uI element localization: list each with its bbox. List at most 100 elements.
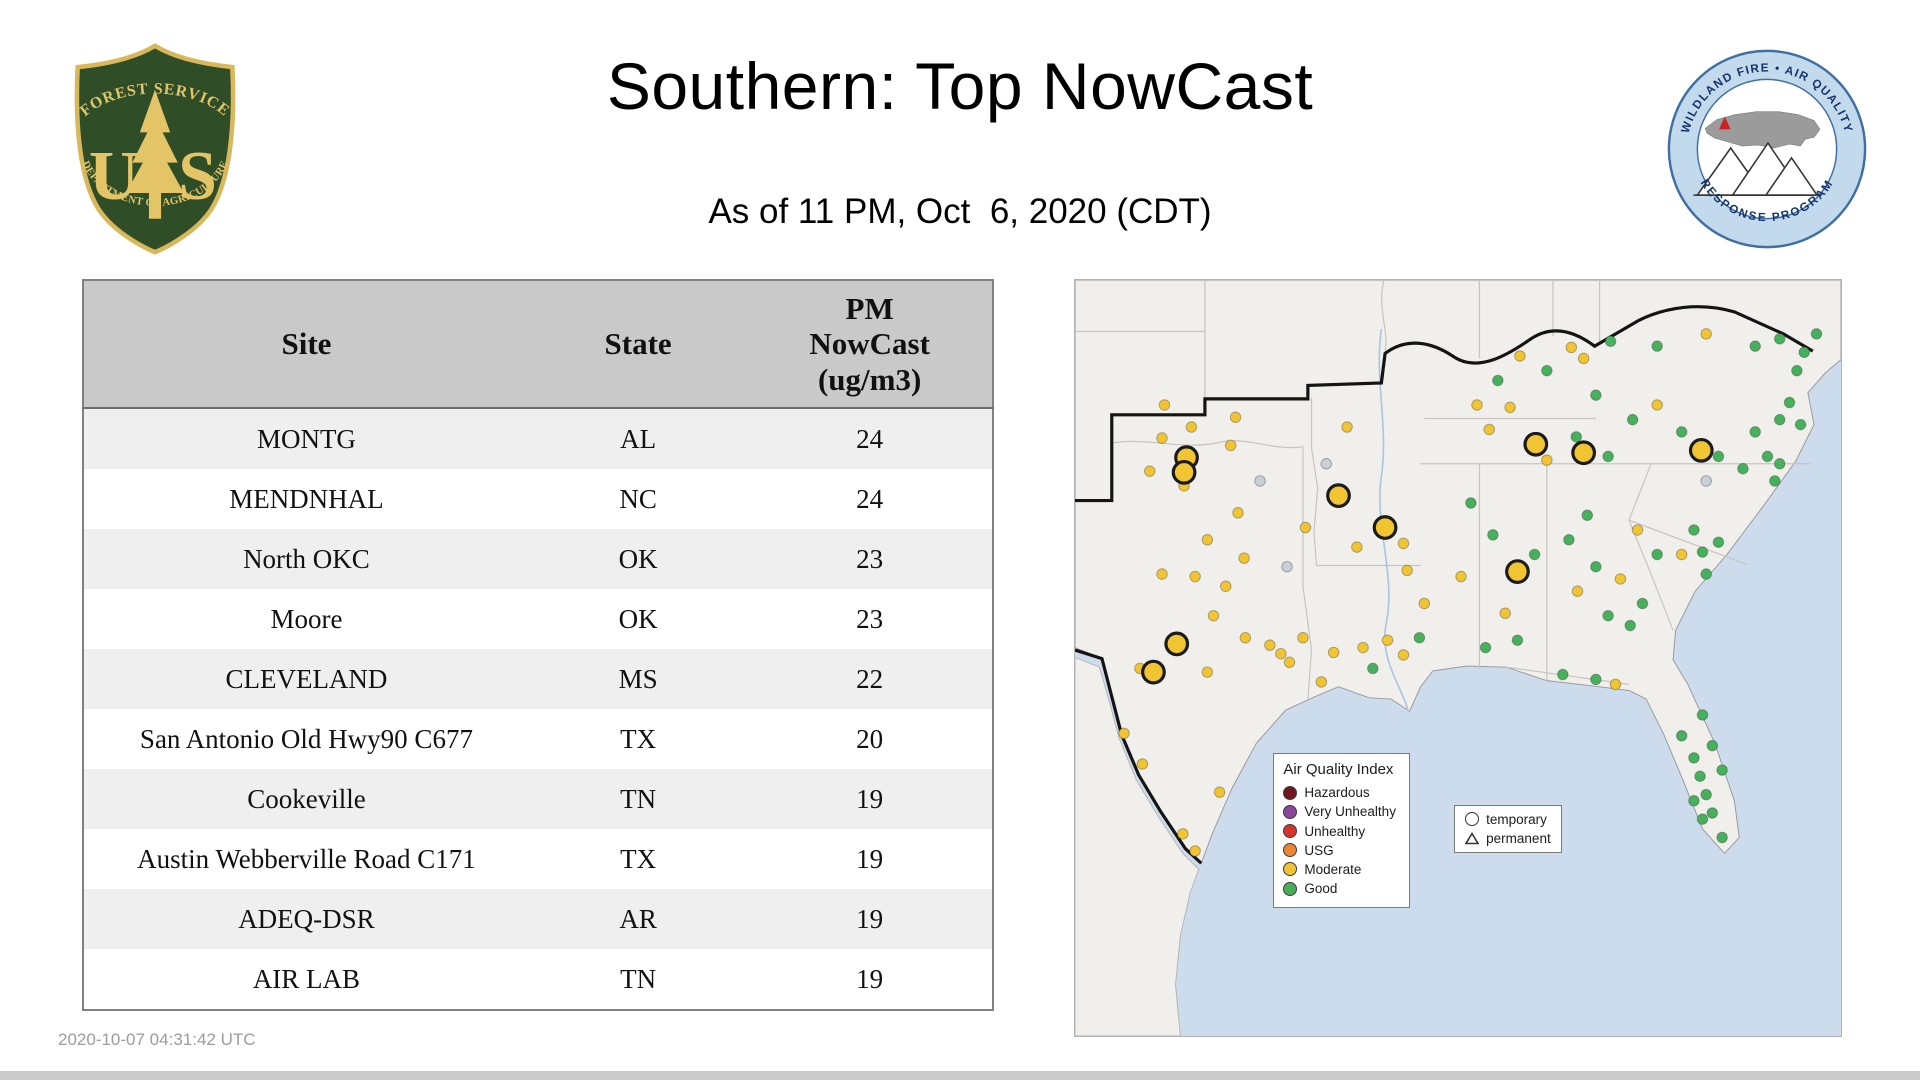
monitor-dot bbox=[1590, 673, 1602, 686]
monitor-dot bbox=[1283, 656, 1296, 669]
monitor-dot bbox=[1144, 465, 1156, 477]
monitor-dot bbox=[1351, 541, 1363, 553]
monitor-dot bbox=[1224, 439, 1237, 452]
cell-pm-value: 23 bbox=[856, 603, 884, 634]
aqi-color-swatch bbox=[1283, 785, 1298, 800]
monitor-dot bbox=[1798, 346, 1810, 359]
monitor-dot bbox=[1773, 458, 1786, 470]
monitor-dot bbox=[1189, 845, 1201, 857]
southern-region-boundary bbox=[1075, 305, 1814, 503]
map-canvas bbox=[1075, 280, 1841, 1036]
monitor-dot bbox=[1315, 676, 1328, 688]
monitor-dot bbox=[1602, 609, 1614, 622]
monitor-dot bbox=[1264, 639, 1276, 651]
monitor-dot bbox=[1810, 328, 1823, 340]
monitor-dot bbox=[1737, 462, 1749, 475]
monitor-dot bbox=[1401, 564, 1413, 577]
monitor-dot bbox=[1254, 475, 1266, 487]
monitor-dot bbox=[1712, 450, 1725, 463]
state-borders bbox=[1075, 280, 1811, 700]
table-row: Austin Webberville Road C171 TX 19 bbox=[83, 829, 993, 889]
monitor-dot bbox=[1397, 649, 1410, 661]
cell-pm-value: 19 bbox=[856, 843, 884, 874]
monitor-dot bbox=[1541, 364, 1553, 377]
monitor-dot bbox=[1327, 646, 1340, 659]
cell-state: TX bbox=[620, 843, 657, 874]
table-row: MONTG AL 24 bbox=[83, 408, 993, 469]
monitor-dot bbox=[1281, 560, 1293, 573]
monitor-dot bbox=[1511, 634, 1524, 646]
aqi-legend-item: Unhealthy bbox=[1283, 822, 1400, 841]
monitor-dot bbox=[1185, 421, 1198, 433]
aqi-legend-label: Good bbox=[1304, 881, 1338, 897]
monitor-dot bbox=[1275, 647, 1287, 660]
page-subtitle: As of 11 PM, Oct 6, 2020 (CDT) bbox=[708, 192, 1212, 231]
monitor-dot bbox=[1514, 350, 1526, 362]
aqi-legend-item: Hazardous bbox=[1283, 783, 1400, 802]
monitor-dot bbox=[1700, 788, 1712, 801]
aqi-legend-label: USG bbox=[1304, 842, 1334, 858]
monitor-dot bbox=[1297, 632, 1309, 644]
monitor-dot bbox=[1158, 399, 1171, 411]
monitor-dot bbox=[1769, 475, 1781, 487]
monitor-dot bbox=[1499, 607, 1511, 620]
cell-pm-value: 22 bbox=[856, 663, 884, 694]
cell-site: MENDNHAL bbox=[229, 483, 384, 514]
monitor-dot bbox=[1706, 739, 1719, 752]
monitor-dot bbox=[1541, 454, 1553, 466]
monitor-dot bbox=[1219, 580, 1232, 593]
monitor-dot bbox=[1299, 521, 1312, 534]
monitor-type-legend: temporary permanent bbox=[1454, 804, 1562, 853]
monitor-dot bbox=[1528, 548, 1541, 561]
table-row: MENDNHAL NC 24 bbox=[83, 469, 993, 529]
monitor-dot bbox=[1397, 537, 1410, 550]
type-legend-row: temporary bbox=[1465, 812, 1551, 827]
aqi-legend-title: Air Quality Index bbox=[1283, 761, 1394, 779]
monitor-dot bbox=[1761, 450, 1774, 463]
monitor-dot bbox=[1675, 548, 1688, 561]
monitor-dot bbox=[1651, 548, 1663, 561]
monitor-dot bbox=[1794, 418, 1807, 431]
cell-pm-value: 24 bbox=[856, 483, 884, 514]
table-row: CLEVELAND MS 22 bbox=[83, 649, 993, 709]
monitor-dot bbox=[1156, 432, 1168, 444]
table-row: North OKC OK 23 bbox=[83, 529, 993, 589]
region-boundary-rio-grande bbox=[1075, 648, 1203, 865]
monitor-dot bbox=[1238, 552, 1250, 564]
us-map-silhouette bbox=[1704, 111, 1821, 149]
monitor-dot bbox=[1749, 426, 1761, 438]
aqi-legend-items: Hazardous Very Unhealthy Unhealthy USG M… bbox=[1283, 783, 1400, 898]
monitor-dot bbox=[1688, 794, 1700, 807]
aqi-legend: Air Quality Index Hazardous Very Unhealt… bbox=[1273, 753, 1410, 909]
monitor-dot bbox=[1239, 632, 1252, 644]
cell-pm-value: 19 bbox=[856, 963, 884, 994]
table-row: Cookeville TN 19 bbox=[83, 769, 993, 829]
monitor-dot bbox=[1492, 374, 1504, 387]
type-legend-label: permanent bbox=[1486, 830, 1551, 846]
mexico-land bbox=[1075, 656, 1200, 1036]
cell-state: TN bbox=[620, 963, 657, 994]
nowcast-table: Site State PM NowCast (ug/m3) MONTG AL 2… bbox=[82, 279, 994, 1011]
program-seal-icon: WILDLAND FIRE • AIR QUALITY RESPONSE PRO… bbox=[1667, 49, 1867, 249]
type-legend-label: temporary bbox=[1486, 811, 1547, 827]
monitor-dot bbox=[1651, 340, 1663, 352]
aqi-legend-label: Moderate bbox=[1304, 861, 1362, 877]
monitor-dot bbox=[1590, 560, 1602, 573]
aqi-legend-item: Very Unhealthy bbox=[1283, 802, 1400, 821]
aqi-legend-label: Very Unhealthy bbox=[1304, 804, 1396, 820]
aqi-color-swatch bbox=[1283, 843, 1298, 858]
monitor-dot-temporary-large bbox=[1326, 483, 1351, 509]
monitor-dot bbox=[1201, 666, 1214, 678]
cell-state: TN bbox=[620, 783, 657, 814]
generated-timestamp: 2020-10-07 04:31:42 UTC bbox=[58, 1030, 256, 1049]
monitor-dot bbox=[1207, 609, 1220, 622]
cell-state: MS bbox=[618, 663, 658, 694]
monitor-dot bbox=[1118, 727, 1130, 740]
cell-site: San Antonio Old Hwy90 C677 bbox=[139, 723, 473, 754]
monitor-dot bbox=[1563, 534, 1575, 546]
monitor-dot bbox=[1716, 831, 1728, 844]
monitor-dot bbox=[1791, 364, 1803, 377]
monitor-markers-layer bbox=[1118, 328, 1823, 857]
cell-pm-value: 20 bbox=[856, 723, 884, 754]
monitor-dot bbox=[1675, 426, 1688, 438]
